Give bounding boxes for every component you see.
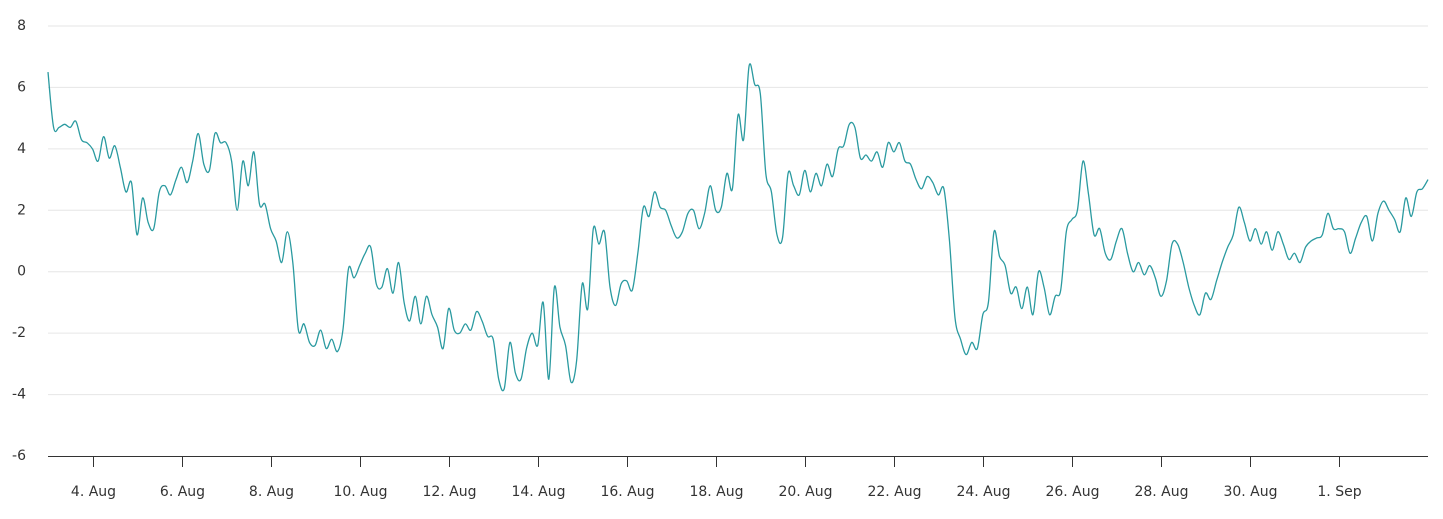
x-tick-label: 14. Aug	[511, 484, 565, 500]
x-tick-label: 1. Sep	[1317, 484, 1361, 500]
series-line-0	[47, 63, 1429, 392]
x-tick-label: 26. Aug	[1045, 484, 1099, 500]
x-tick-label: 10. Aug	[333, 484, 387, 500]
x-tick-label: 6. Aug	[160, 484, 205, 500]
x-tick-label: 22. Aug	[867, 484, 921, 500]
x-tick-label: 20. Aug	[778, 484, 832, 500]
x-tick-label: 16. Aug	[600, 484, 654, 500]
series-group	[47, 63, 1429, 392]
x-tick-label: 8. Aug	[249, 484, 294, 500]
y-tick-label: 2	[17, 202, 26, 218]
y-tick-label: 0	[17, 264, 26, 280]
y-tick-label: 6	[17, 79, 26, 95]
y-tick-label: 8	[17, 18, 26, 34]
y-axis-tick-labels: -6 -4 -2 0 2 4 6 8	[12, 18, 26, 464]
y-tick-label: 4	[17, 141, 26, 157]
x-tick-label: 30. Aug	[1223, 484, 1277, 500]
x-tick-label: 24. Aug	[956, 484, 1010, 500]
y-tick-label: -6	[12, 448, 26, 464]
x-tick-label: 28. Aug	[1134, 484, 1188, 500]
x-tick-label: 12. Aug	[422, 484, 476, 500]
x-tick-label: 4. Aug	[71, 484, 116, 500]
y-tick-label: -4	[12, 387, 26, 403]
y-tick-label: -2	[12, 325, 26, 341]
x-axis-ticks: 4. Aug 6. Aug 8. Aug 10. Aug 12. Aug 14. Aug 1…	[71, 456, 1362, 500]
x-tick-label: 18. Aug	[689, 484, 743, 500]
y-gridlines	[48, 25, 1428, 396]
